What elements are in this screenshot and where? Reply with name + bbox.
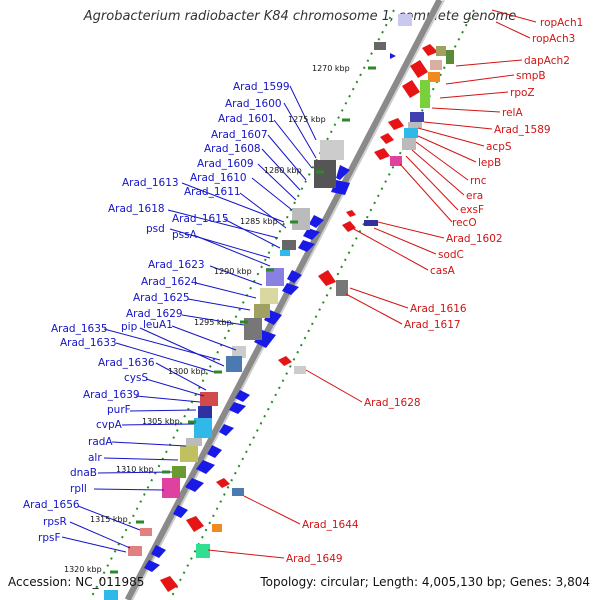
accession-text: Accession: NC_011985	[8, 575, 145, 589]
gene-label: Arad_1625	[133, 292, 190, 304]
chromosome-backbone	[124, 0, 445, 600]
gene-label: Arad_1649	[286, 553, 343, 565]
forward-strand-features	[104, 14, 412, 600]
gene-label: rnc	[470, 175, 487, 187]
gene-label: recO	[452, 217, 477, 229]
left-gene-labels: Arad_1599 Arad_1600 Arad_1601 Arad_1607 …	[23, 81, 290, 544]
gene-label: Arad_1644	[302, 519, 359, 531]
reverse-strand-features	[196, 46, 454, 558]
gene-label: Arad_1611	[184, 186, 241, 198]
gene-label: ropAch3	[532, 33, 575, 45]
scale-label: 1285 kbp	[240, 217, 278, 226]
gene-label: era	[466, 190, 483, 202]
scale-label: 1295 kbp	[194, 318, 232, 327]
gene-label: Arad_1589	[494, 124, 551, 136]
gene-label: exsF	[460, 204, 484, 216]
scale-label: 1320 kbp	[64, 565, 102, 574]
genome-summary-text: Topology: circular; Length: 4,005,130 bp…	[260, 575, 590, 589]
scale-label: 1315 kbp	[90, 515, 128, 524]
scale-track-right	[169, 9, 475, 600]
right-gene-labels: ropAch1 ropAch3 dapAch2 smpB rpoZ relA A…	[286, 17, 583, 565]
gene-label: radA	[88, 436, 113, 448]
gene-label: sodC	[438, 249, 464, 261]
gene-label: alr	[88, 452, 102, 464]
scale-label: 1310 kbp	[116, 465, 154, 474]
gene-label: Arad_1628	[364, 397, 421, 409]
gene-label: Arad_1633	[60, 337, 117, 349]
gene-label: Arad_1608	[204, 143, 261, 155]
gene-label: psd	[146, 223, 165, 235]
gene-label: pip	[121, 321, 138, 333]
gene-label: ropAch1	[540, 17, 583, 29]
gene-label: rpll	[70, 483, 87, 495]
scale-label: 1270 kbp	[312, 64, 350, 73]
gene-label: Arad_1610	[190, 172, 247, 184]
gene-label: purF	[107, 404, 131, 416]
scale-label: 1305 kbp	[142, 417, 180, 426]
gene-label: Arad_1609	[197, 158, 254, 170]
gene-label: smpB	[516, 70, 546, 82]
scale-track-left	[89, 9, 395, 600]
gene-label: Arad_1599	[233, 81, 290, 93]
gene-label: Arad_1601	[218, 113, 275, 125]
gene-label: Arad_1613	[122, 177, 179, 189]
gene-label: rpoZ	[510, 87, 535, 99]
right-label-leaders	[207, 9, 537, 559]
gene-label: relA	[502, 107, 523, 119]
forward-strand-genes	[144, 53, 396, 572]
left-label-leaders	[61, 85, 317, 553]
gene-label: cvpA	[96, 419, 123, 431]
gene-label: Arad_1629	[126, 308, 183, 320]
gene-label: dapAch2	[524, 55, 570, 67]
gene-label: Arad_1639	[83, 389, 140, 401]
scale-label: 1275 kbp	[288, 115, 326, 124]
gene-label: Arad_1616	[410, 303, 467, 315]
gene-label: Arad_1615	[172, 213, 229, 225]
scale-label: 1290 kbp	[214, 267, 252, 276]
gene-label: Arad_1618	[108, 203, 165, 215]
gene-label: pssA	[172, 229, 198, 241]
reverse-strand-genes	[160, 44, 438, 592]
gene-label: Arad_1623	[148, 259, 205, 271]
gene-label: Arad_1624	[141, 276, 198, 288]
gene-label: Arad_1602	[446, 233, 503, 245]
gene-label: Arad_1656	[23, 499, 80, 511]
gene-label: rpsR	[43, 516, 67, 528]
gene-label: leuA1	[143, 319, 173, 331]
gene-label: rpsF	[38, 532, 61, 544]
gene-label: casA	[430, 265, 456, 277]
gene-label: Arad_1636	[98, 357, 155, 369]
scale-ticks	[110, 66, 376, 574]
gene-label: acpS	[486, 141, 512, 153]
gene-label: dnaB	[70, 467, 97, 479]
gene-label: lepB	[478, 157, 501, 169]
gene-label: Arad_1617	[404, 319, 461, 331]
gene-label: Arad_1600	[225, 98, 282, 110]
scale-labels: 1270 kbp 1275 kbp 1280 kbp 1285 kbp 1290…	[64, 64, 350, 574]
scale-label: 1300 kbp	[168, 367, 206, 376]
scale-label: 1280 kbp	[264, 166, 302, 175]
gene-label: Arad_1607	[211, 129, 268, 141]
gene-label: Arad_1635	[51, 323, 108, 335]
gene-label: cysS	[124, 372, 148, 384]
